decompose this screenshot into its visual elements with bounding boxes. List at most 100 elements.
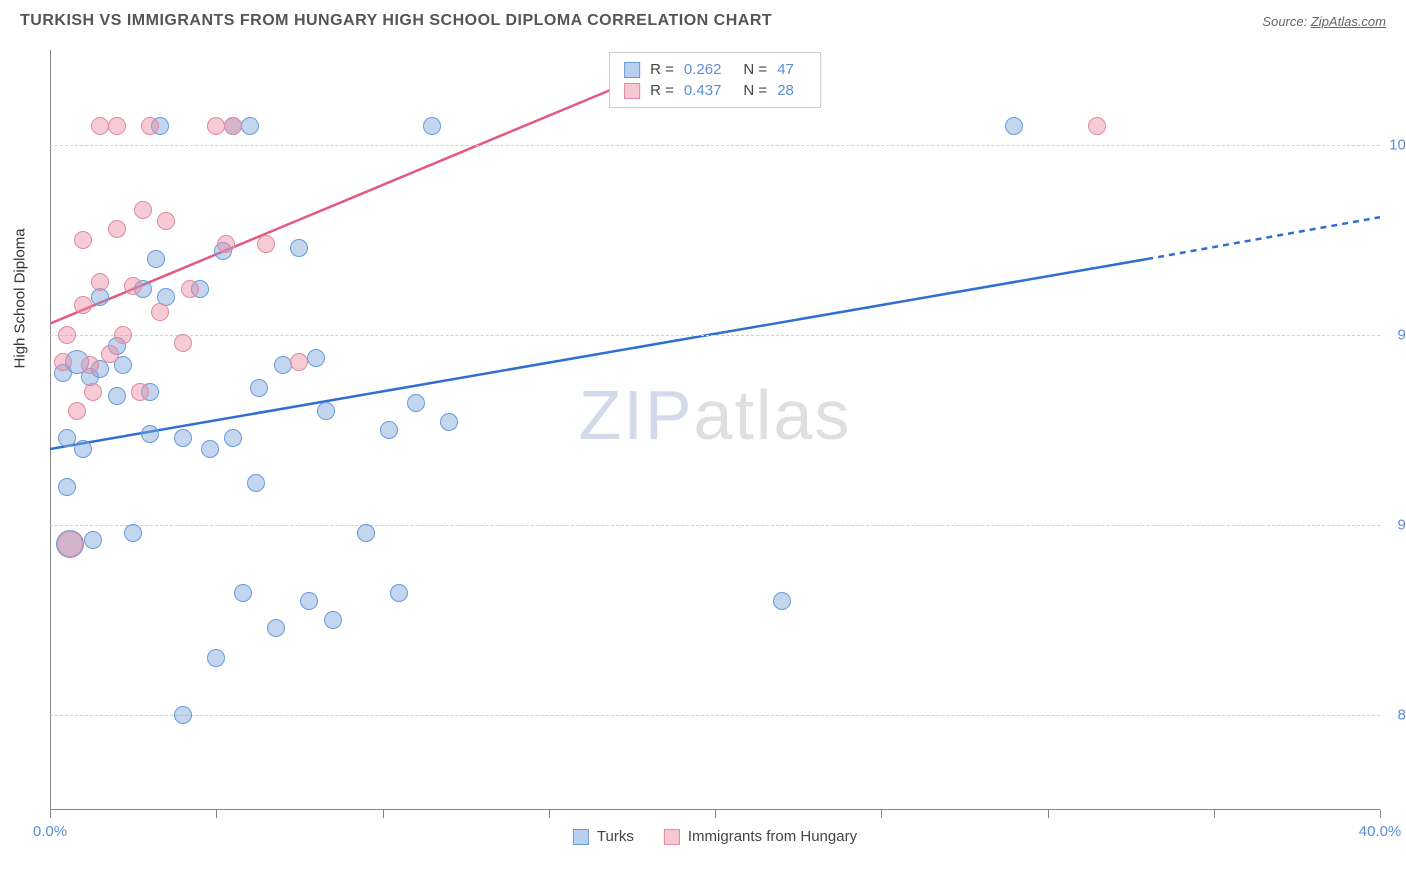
source-link[interactable]: ZipAtlas.com <box>1311 14 1386 29</box>
legend-label: Turks <box>597 828 634 845</box>
x-tick <box>1380 810 1381 818</box>
data-point[interactable] <box>91 117 109 135</box>
data-point[interactable] <box>101 345 119 363</box>
data-point[interactable] <box>407 394 425 412</box>
r-label: R = <box>650 61 674 78</box>
data-point[interactable] <box>440 413 458 431</box>
data-point[interactable] <box>81 356 99 374</box>
data-point[interactable] <box>134 201 152 219</box>
y-tick-label: 85.0% <box>1397 707 1406 724</box>
chart-header: TURKISH VS IMMIGRANTS FROM HUNGARY HIGH … <box>0 0 1406 38</box>
data-point[interactable] <box>54 353 72 371</box>
data-point[interactable] <box>58 429 76 447</box>
data-point[interactable] <box>317 402 335 420</box>
x-tick <box>715 810 716 818</box>
data-point[interactable] <box>58 326 76 344</box>
x-tick-label: 0.0% <box>33 823 67 840</box>
data-point[interactable] <box>224 117 242 135</box>
data-point[interactable] <box>290 353 308 371</box>
data-point[interactable] <box>290 239 308 257</box>
gridline <box>50 715 1380 716</box>
data-point[interactable] <box>141 425 159 443</box>
data-point[interactable] <box>773 592 791 610</box>
data-point[interactable] <box>1088 117 1106 135</box>
data-point[interactable] <box>84 531 102 549</box>
stats-row: R =0.262N =47 <box>624 59 806 80</box>
data-point[interactable] <box>241 117 259 135</box>
data-point[interactable] <box>357 524 375 542</box>
source-attribution: Source: ZipAtlas.com <box>1262 14 1386 29</box>
data-point[interactable] <box>151 303 169 321</box>
data-point[interactable] <box>124 277 142 295</box>
x-tick <box>1048 810 1049 818</box>
data-point[interactable] <box>131 383 149 401</box>
data-point[interactable] <box>307 349 325 367</box>
data-point[interactable] <box>274 356 292 374</box>
y-tick-label: 100.0% <box>1389 137 1406 154</box>
data-point[interactable] <box>108 117 126 135</box>
data-point[interactable] <box>57 531 83 557</box>
x-tick <box>549 810 550 818</box>
data-point[interactable] <box>267 619 285 637</box>
y-axis-label: High School Diploma <box>12 228 29 368</box>
data-point[interactable] <box>74 440 92 458</box>
data-point[interactable] <box>300 592 318 610</box>
chart-title: TURKISH VS IMMIGRANTS FROM HUNGARY HIGH … <box>20 12 772 30</box>
data-point[interactable] <box>174 429 192 447</box>
data-point[interactable] <box>217 235 235 253</box>
data-point[interactable] <box>181 280 199 298</box>
legend-item[interactable]: Turks <box>573 828 634 845</box>
data-point[interactable] <box>157 212 175 230</box>
x-tick <box>383 810 384 818</box>
y-tick-label: 90.0% <box>1397 517 1406 534</box>
trend-line-extrapolated <box>1147 217 1380 259</box>
legend-swatch <box>624 62 640 78</box>
data-point[interactable] <box>74 231 92 249</box>
legend-item[interactable]: Immigrants from Hungary <box>664 828 857 845</box>
n-label: N = <box>743 61 767 78</box>
data-point[interactable] <box>141 117 159 135</box>
data-point[interactable] <box>147 250 165 268</box>
gridline <box>50 525 1380 526</box>
data-point[interactable] <box>250 379 268 397</box>
r-value: 0.437 <box>684 82 722 99</box>
watermark: ZIPatlas <box>579 375 852 455</box>
data-point[interactable] <box>174 706 192 724</box>
correlation-stats-box: R =0.262N =47R =0.437N =28 <box>609 52 821 108</box>
data-point[interactable] <box>234 584 252 602</box>
x-tick <box>50 810 51 818</box>
scatter-plot: ZIPatlas R =0.262N =47R =0.437N =28 85.0… <box>50 50 1380 810</box>
data-point[interactable] <box>74 296 92 314</box>
y-tick-label: 95.0% <box>1397 327 1406 344</box>
n-value: 28 <box>777 82 794 99</box>
data-point[interactable] <box>84 383 102 401</box>
data-point[interactable] <box>324 611 342 629</box>
legend: Turks Immigrants from Hungary <box>573 828 857 845</box>
trend-line <box>50 259 1147 449</box>
legend-swatch <box>624 83 640 99</box>
data-point[interactable] <box>247 474 265 492</box>
data-point[interactable] <box>207 117 225 135</box>
data-point[interactable] <box>201 440 219 458</box>
data-point[interactable] <box>108 220 126 238</box>
x-tick-label: 40.0% <box>1359 823 1402 840</box>
data-point[interactable] <box>91 273 109 291</box>
data-point[interactable] <box>174 334 192 352</box>
y-axis-line <box>50 50 51 810</box>
data-point[interactable] <box>257 235 275 253</box>
data-point[interactable] <box>124 524 142 542</box>
data-point[interactable] <box>58 478 76 496</box>
legend-swatch <box>573 829 589 845</box>
data-point[interactable] <box>108 387 126 405</box>
data-point[interactable] <box>114 326 132 344</box>
data-point[interactable] <box>380 421 398 439</box>
data-point[interactable] <box>68 402 86 420</box>
data-point[interactable] <box>423 117 441 135</box>
data-point[interactable] <box>207 649 225 667</box>
data-point[interactable] <box>1005 117 1023 135</box>
r-value: 0.262 <box>684 61 722 78</box>
gridline <box>50 145 1380 146</box>
data-point[interactable] <box>390 584 408 602</box>
data-point[interactable] <box>224 429 242 447</box>
chart-plot-area: High School Diploma ZIPatlas R =0.262N =… <box>50 50 1380 810</box>
